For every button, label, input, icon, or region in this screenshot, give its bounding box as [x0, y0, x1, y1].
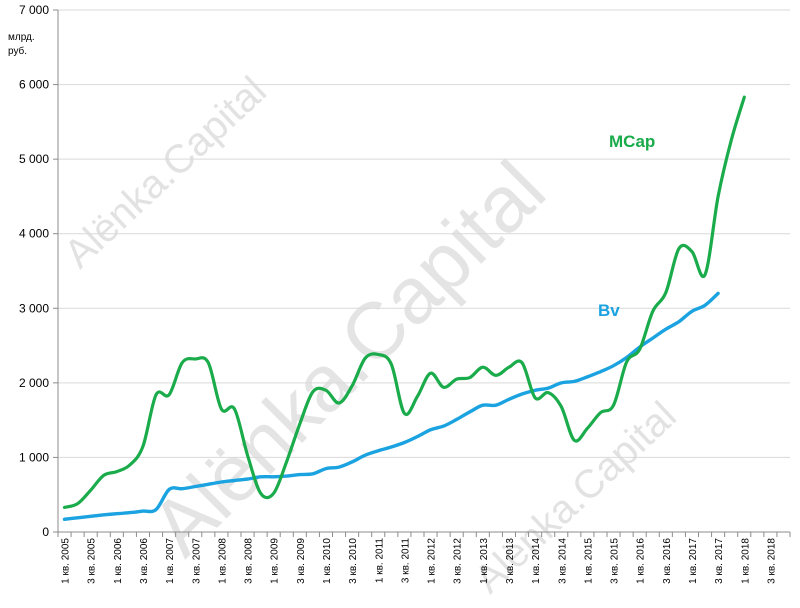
- x-tick-label: 1 кв. 2008: [217, 538, 228, 584]
- x-tick-label: 3 кв. 2011: [400, 538, 411, 584]
- y-tick-label: 4 000: [19, 227, 49, 241]
- x-tick-label: 3 кв. 2007: [191, 538, 202, 584]
- x-tick-label: 3 кв. 2018: [766, 538, 777, 584]
- x-tick-label: 1 кв. 2009: [270, 538, 281, 584]
- watermark-top-left: Alënka.Capital: [56, 68, 275, 276]
- x-axis: 1 кв. 2005 3 кв. 2005 1 кв. 2006 3 кв. 2006…: [57, 531, 791, 584]
- x-tick-label: 3 кв. 2017: [714, 538, 725, 584]
- series-line-mcap: [62, 95, 746, 509]
- x-tick-label: 1 кв. 2007: [165, 538, 176, 584]
- x-tick-label: 1 кв. 2013: [479, 538, 490, 584]
- x-tick-label: 3 кв. 2006: [139, 538, 150, 584]
- watermarks: Alënka.Capital Alënka.Capital Alënka.Cap…: [56, 68, 685, 601]
- x-tick-label: 3 кв. 2005: [87, 538, 98, 584]
- x-tick-label: 1 кв. 2014: [531, 538, 542, 584]
- x-tick-label: 3 кв. 2014: [557, 538, 568, 584]
- watermark-bottom-right: Alënka.Capital: [466, 393, 685, 601]
- x-tick-label: 3 кв. 2015: [610, 538, 621, 584]
- y-tick-label: 3 000: [19, 301, 49, 315]
- x-tick-label: 3 кв. 2016: [662, 538, 673, 584]
- x-tick-label: 1 кв. 2010: [322, 538, 333, 584]
- series-label-mcap: MCap: [609, 132, 655, 151]
- x-tick-label: 3 кв. 2013: [505, 538, 516, 584]
- y-tick-label: 5 000: [19, 152, 49, 166]
- x-tick-label: 1 кв. 2012: [427, 538, 438, 584]
- x-tick-label: 1 кв. 2016: [636, 538, 647, 584]
- x-tick-label: 1 кв. 2015: [583, 538, 594, 584]
- x-tick-label: 1 кв. 2006: [113, 538, 124, 584]
- unit-label-line-2: руб.: [8, 45, 27, 57]
- x-tick-label: 1 кв. 2018: [740, 538, 751, 584]
- y-gridlines: [58, 9, 790, 458]
- y-tick-label: 0: [42, 525, 49, 539]
- x-tick-label: 1 кв. 2005: [61, 538, 72, 584]
- y-tick-label: 1 000: [19, 450, 49, 464]
- series-label-bv: Bv: [598, 301, 620, 320]
- y-axis: 0 1 000 2 000 3 000 4 000 5 000 6 000 7 000: [19, 3, 59, 539]
- x-tick-label: 3 кв. 2009: [296, 538, 307, 584]
- unit-label-line-1: млрд.: [8, 32, 35, 43]
- y-tick-label: 2 000: [19, 376, 49, 390]
- x-tick-label: 1 кв. 2017: [688, 538, 699, 584]
- x-tick-label: 3 кв. 2010: [348, 538, 359, 584]
- series-lines: [62, 95, 746, 521]
- y-tick-label: 7 000: [19, 3, 49, 17]
- series-line-bv: [62, 291, 720, 521]
- x-tick-label: 3 кв. 2008: [244, 538, 255, 584]
- x-tick-label: 1 кв. 2011: [374, 538, 385, 584]
- y-tick-label: 6 000: [19, 78, 49, 92]
- x-tick-label: 3 кв. 2012: [453, 538, 464, 584]
